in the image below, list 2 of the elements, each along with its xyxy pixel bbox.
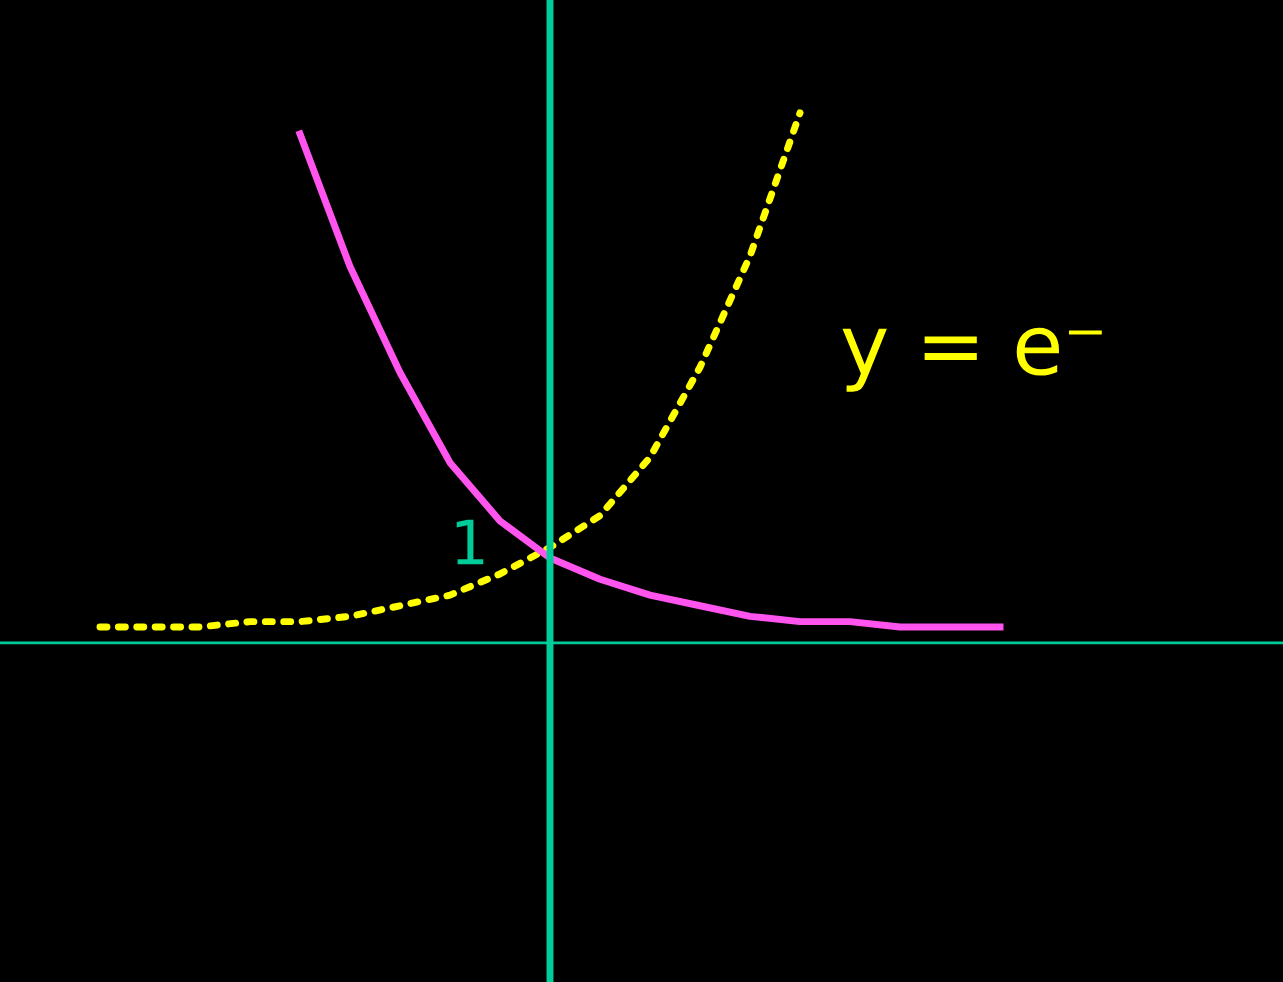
annotation: y = e⁻	[842, 327, 1102, 392]
annotation: 1	[456, 519, 484, 565]
